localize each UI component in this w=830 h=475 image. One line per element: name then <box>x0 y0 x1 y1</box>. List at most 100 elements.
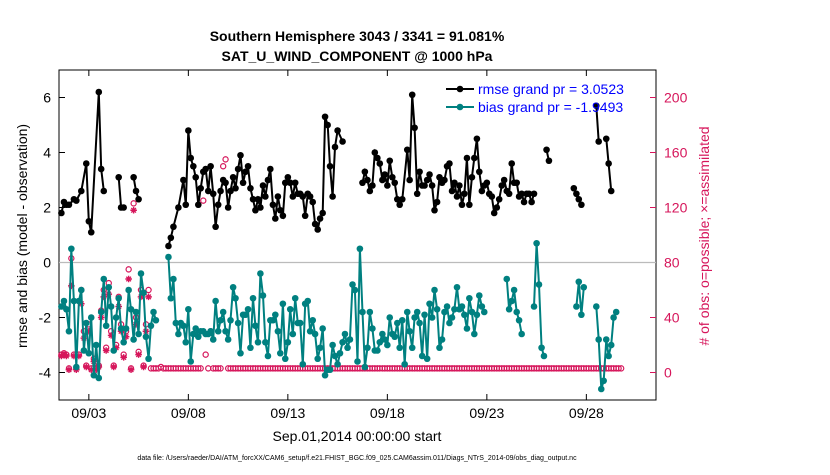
bias-point <box>120 338 127 346</box>
y-left-tick-label: -2 <box>39 310 52 326</box>
rmse-point <box>324 121 331 129</box>
x-axis: 09/03 09/08 09/13 09/18 09/23 09/28 <box>71 70 604 421</box>
bias-point <box>443 303 451 310</box>
rmse-point <box>257 204 264 211</box>
obs-assimilated-point <box>125 275 132 283</box>
bias-point <box>254 338 262 346</box>
rmse-point <box>314 226 322 233</box>
bias-point <box>311 330 319 338</box>
x-tick-label: 09/08 <box>171 405 206 421</box>
obs-assimilated-point <box>107 332 115 339</box>
bias-point <box>140 289 147 297</box>
obs-assimilated-point <box>75 352 83 360</box>
bias-point <box>247 344 254 352</box>
y-left-tick-label: -4 <box>39 365 52 381</box>
bias-point <box>249 294 257 302</box>
rmse-point <box>306 193 314 200</box>
y-right-tick-label: 0 <box>664 365 672 381</box>
bias-point <box>475 292 483 299</box>
rmse-point <box>326 162 334 170</box>
rmse-point <box>190 162 197 170</box>
rmse-point <box>170 223 177 231</box>
rmse-point <box>398 195 406 203</box>
bias-point <box>505 305 513 313</box>
bias-point <box>379 330 386 338</box>
bias-point <box>403 308 411 316</box>
rmse-point <box>115 173 122 181</box>
rmse-point <box>456 182 463 189</box>
rmse-point <box>77 187 85 195</box>
bias-point <box>361 363 369 371</box>
rmse-point <box>408 91 416 99</box>
bias-point <box>461 311 468 319</box>
bias-point <box>147 322 155 330</box>
obs-assimilated-point <box>82 363 90 371</box>
obs-possible-point <box>197 365 204 372</box>
rmse-point <box>82 160 90 167</box>
obs-possible-point <box>214 365 222 372</box>
bias-point <box>70 297 78 305</box>
rmse-point <box>242 168 249 176</box>
rmse-point <box>267 165 274 173</box>
obs-possible-point <box>130 200 137 207</box>
obs-assimilated-point <box>58 352 65 360</box>
rmse-point <box>281 179 289 187</box>
obs-assimilated-point <box>132 321 140 328</box>
rmse-point <box>214 201 222 209</box>
rmse-point <box>331 143 339 151</box>
obs-possible-point <box>195 365 202 372</box>
bias-point <box>172 319 180 327</box>
bias-point <box>207 327 214 335</box>
bias-point <box>219 308 227 316</box>
bias-point <box>421 311 428 319</box>
bias-point <box>182 338 190 346</box>
obs-assimilated-point <box>60 351 68 358</box>
bias-point <box>244 305 252 313</box>
bias-point <box>222 327 229 335</box>
bias-point <box>304 297 312 305</box>
bias-point <box>341 330 349 338</box>
bias-point <box>356 245 364 253</box>
bias-point <box>63 305 70 313</box>
rmse-point <box>508 160 516 167</box>
rmse-point <box>381 171 389 178</box>
obs-assimilated-point <box>120 354 127 361</box>
bias-point <box>326 366 334 374</box>
bias-point <box>480 308 488 316</box>
bias-point <box>316 344 324 352</box>
bias-point <box>137 270 145 277</box>
legend-bias-label: bias grand pr = -1.9493 <box>478 99 623 115</box>
bias-point <box>130 336 137 343</box>
rmse-point <box>475 168 483 176</box>
bias-point <box>466 294 473 302</box>
bias-point <box>214 327 222 335</box>
rmse-point <box>249 195 257 203</box>
rmse-point <box>274 193 282 200</box>
bias-point <box>135 330 142 338</box>
bias-point <box>354 358 361 365</box>
bias-point <box>190 330 197 338</box>
right-y-axis: 0 40 80 120 160 200 <box>650 90 688 381</box>
bias-point <box>192 325 200 332</box>
rmse-point <box>493 204 501 211</box>
bias-point <box>102 322 110 330</box>
bias-point <box>95 374 103 382</box>
bias-point <box>478 303 486 310</box>
rmse-point <box>384 182 391 189</box>
bias-point <box>224 336 232 343</box>
bias-point <box>416 319 423 327</box>
bias-point <box>331 352 339 360</box>
bias-point <box>257 270 264 277</box>
bias-point <box>413 308 421 316</box>
bias-point <box>510 286 518 294</box>
obs-assimilated-point <box>130 206 137 214</box>
rmse-point <box>286 179 294 187</box>
bias-point <box>610 314 617 321</box>
rmse-point <box>185 127 192 134</box>
bias-point <box>391 333 399 341</box>
bias-point <box>473 311 481 319</box>
bias-point <box>262 338 269 346</box>
bias-point <box>518 330 525 338</box>
obs-possible-point <box>219 163 227 170</box>
